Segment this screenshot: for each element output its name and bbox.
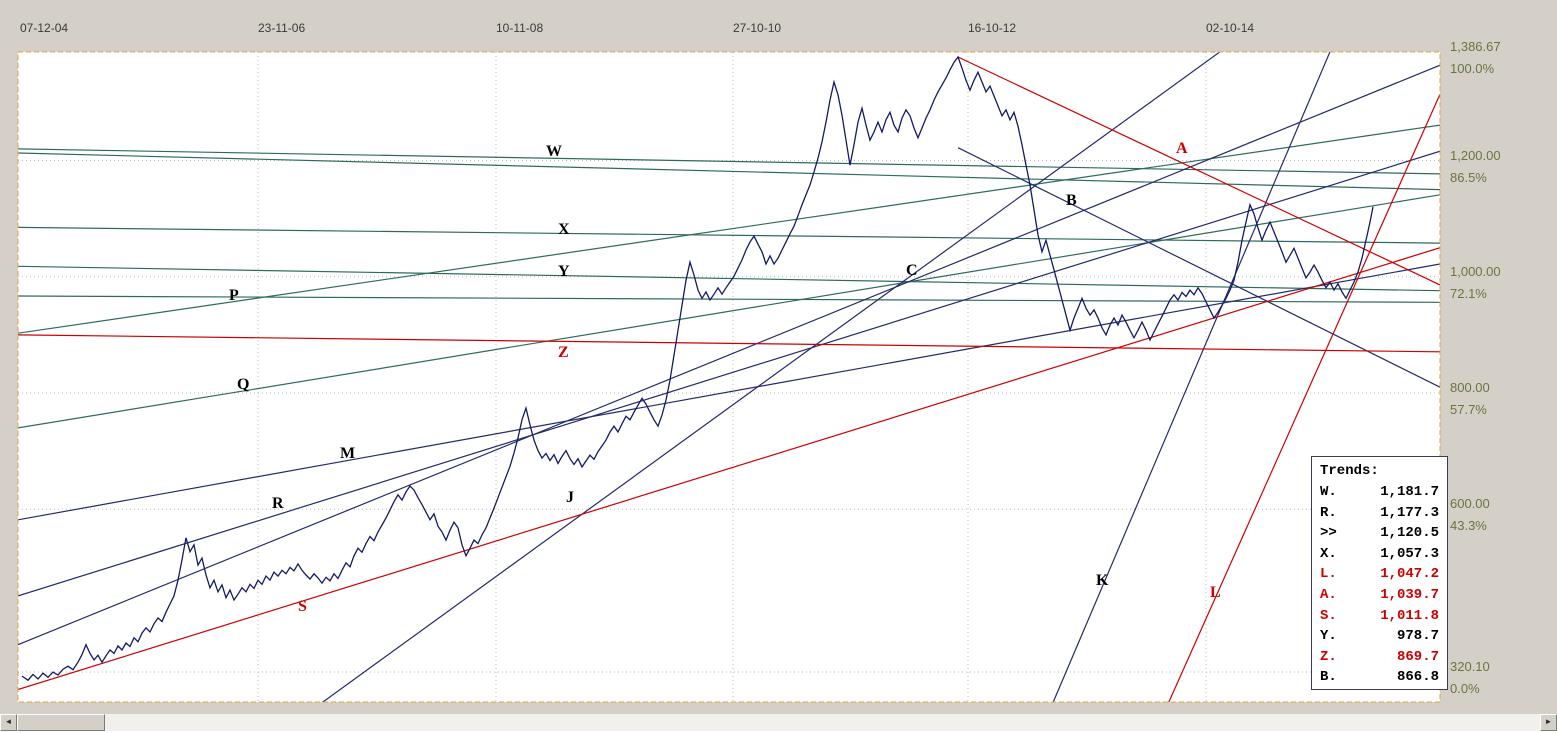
trend-row-label: >> — [1320, 525, 1337, 542]
y-axis-percent-label: 0.0% — [1450, 681, 1480, 696]
y-axis-price-label: 800.00 — [1450, 380, 1490, 396]
y-axis-price-label: 1,000.00 — [1450, 263, 1501, 279]
trend-row: W. 1,181.7 — [1320, 482, 1439, 503]
trend-row-value: 869.7 — [1396, 648, 1439, 665]
trendline-C[interactable] — [18, 64, 1440, 646]
trend-row: X. 1,057.3 — [1320, 544, 1439, 565]
plot-lines-layer — [18, 52, 1440, 733]
y-axis-percent-label: 100.0% — [1450, 61, 1495, 76]
trend-row: B. 866.8 — [1320, 667, 1439, 688]
trendline-label-B[interactable]: B — [1066, 192, 1077, 209]
trendline-P[interactable] — [18, 124, 1440, 334]
y-axis-price-label: 1,386.67 — [1450, 39, 1501, 54]
y-axis-percent-label: 72.1% — [1450, 285, 1487, 301]
trend-row-label: B. — [1320, 669, 1337, 686]
trendline-label-X[interactable]: X — [558, 221, 570, 238]
trend-row-value: 978.7 — [1396, 628, 1439, 645]
trendline-Y[interactable] — [18, 265, 1440, 292]
trendline-label-W[interactable]: W — [546, 143, 562, 160]
trend-row-label: A. — [1320, 586, 1337, 603]
scroll-right-button[interactable]: ► — [1540, 714, 1557, 731]
trend-row-label: R. — [1320, 504, 1337, 521]
scroll-left-button[interactable]: ◄ — [0, 714, 17, 731]
x-axis-date-label: 16-10-12 — [968, 21, 1017, 35]
trend-row-label: L. — [1320, 566, 1337, 583]
trendline-J[interactable] — [280, 52, 1221, 733]
trend-row: Z. 869.7 — [1320, 647, 1439, 668]
trendline-label-C[interactable]: C — [906, 262, 918, 279]
horizontal-scrollbar[interactable]: ◄ ► — [0, 714, 1557, 731]
trendline-unlabeled[interactable] — [18, 295, 1440, 303]
trendline-R[interactable] — [18, 150, 1440, 597]
trendline-W[interactable] — [18, 148, 1440, 175]
trend-row-label: S. — [1320, 607, 1337, 624]
x-axis-date-label: 02-10-14 — [1206, 21, 1255, 35]
trend-row: >> 1,120.5 — [1320, 523, 1439, 544]
trendline-label-Z[interactable]: Z — [558, 344, 569, 361]
trend-row-label: W. — [1320, 484, 1337, 500]
trend-row: Y. 978.7 — [1320, 626, 1439, 647]
y-axis-price-label: 1,200.00 — [1450, 147, 1501, 163]
y-axis-percent-label: 57.7% — [1450, 402, 1487, 418]
trend-row-value: 1,039.7 — [1380, 586, 1439, 603]
trendline-label-Y[interactable]: Y — [558, 263, 570, 280]
y-axis-percent-label: 43.3% — [1450, 518, 1487, 534]
y-axis-percent-label: 86.5% — [1450, 169, 1487, 185]
trendline-label-K[interactable]: K — [1096, 572, 1109, 589]
trendline-Q[interactable] — [18, 194, 1440, 429]
trendline-B[interactable] — [957, 147, 1440, 388]
left-arrow-icon: ◄ — [4, 717, 13, 726]
x-axis-date-label: 07-12-04 — [20, 21, 69, 35]
trend-row: A. 1,039.7 — [1320, 585, 1439, 606]
right-arrow-icon: ► — [1544, 717, 1553, 726]
price-series[interactable] — [21, 55, 1374, 682]
trend-row-value: 866.8 — [1396, 669, 1439, 686]
trend-row-label: Y. — [1320, 628, 1337, 645]
trendline-S[interactable] — [18, 247, 1440, 691]
y-axis-price-label: 320.10 — [1450, 659, 1490, 674]
x-axis-date-label: 23-11-06 — [258, 21, 306, 35]
trendline-label-R[interactable]: R — [272, 495, 284, 512]
plot-border — [17, 51, 1441, 703]
trend-row-value: 1,011.8 — [1380, 607, 1439, 624]
trends-legend-title: Trends: — [1320, 463, 1379, 479]
trend-row: L. 1,047.2 — [1320, 564, 1439, 585]
trend-row: R. 1,177.3 — [1320, 503, 1439, 524]
plot-area[interactable] — [18, 52, 1440, 702]
x-axis-date-label: 10-11-08 — [496, 21, 544, 35]
window-bottom-edge — [0, 731, 1557, 733]
x-axis-date-label: 27-10-10 — [733, 21, 782, 35]
trendline-label-Q[interactable]: Q — [237, 376, 249, 393]
trend-row-label: X. — [1320, 545, 1337, 562]
trendline-K[interactable] — [1040, 52, 1331, 733]
trendline-label-M[interactable]: M — [340, 445, 355, 462]
trend-row-value: 1,057.3 — [1380, 545, 1439, 562]
trendline-L[interactable] — [1155, 93, 1440, 733]
scrollbar-thumb[interactable] — [17, 714, 105, 731]
trendline-label-J[interactable]: J — [566, 489, 574, 506]
trendline-label-S[interactable]: S — [298, 598, 307, 615]
trend-row: S. 1,011.8 — [1320, 606, 1439, 627]
trend-row-value: 1,047.2 — [1380, 566, 1439, 583]
trendline-Z[interactable] — [18, 334, 1440, 353]
trendline-label-A[interactable]: A — [1176, 140, 1188, 157]
trend-row-value: 1,181.7 — [1380, 484, 1439, 500]
y-axis-price-label: 600.00 — [1450, 496, 1490, 512]
trendline-M[interactable] — [18, 263, 1440, 521]
trendline-A[interactable] — [957, 56, 1440, 286]
trendline-label-L[interactable]: L — [1210, 584, 1221, 601]
trend-row-label: Z. — [1320, 648, 1337, 665]
trendline-label-P[interactable]: P — [229, 287, 239, 304]
trend-row-value: 1,120.5 — [1380, 525, 1439, 542]
trends-legend: Trends: W. 1,181.7 R. 1,177.3 >> 1,120.5 X. 1,0… — [1311, 456, 1448, 690]
trend-row-value: 1,177.3 — [1380, 504, 1439, 521]
trendline-X[interactable] — [18, 226, 1440, 244]
trendline-unlabeled[interactable] — [18, 152, 1440, 191]
